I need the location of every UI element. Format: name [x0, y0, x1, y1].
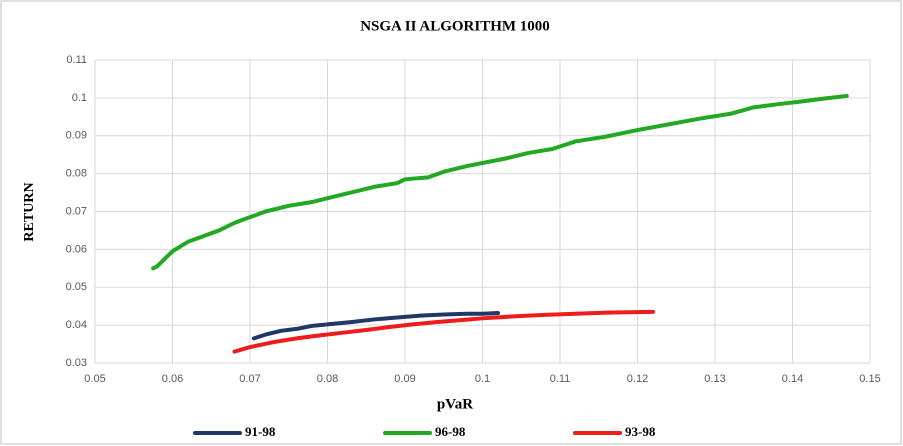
- x-tick-label: 0.12: [627, 373, 648, 385]
- y-tick-label: 0.08: [66, 168, 87, 180]
- legend-label: 93-98: [625, 424, 656, 439]
- series-line: [151, 93, 849, 271]
- y-tick-label: 0.06: [66, 243, 87, 255]
- legend-label: 96-98: [435, 424, 466, 439]
- x-axis-label: pVaR: [437, 396, 473, 412]
- y-tick-label: 0.07: [66, 205, 87, 217]
- series-line: [232, 309, 655, 354]
- y-tick-label: 0.04: [66, 319, 87, 331]
- y-tick-label: 0.1: [72, 92, 87, 104]
- series-line: [251, 311, 500, 341]
- x-tick-label: 0.08: [317, 373, 338, 385]
- y-tick-label: 0.09: [66, 130, 87, 142]
- y-axis-label: RETURN: [22, 182, 37, 241]
- x-tick-label: 0.07: [239, 373, 260, 385]
- x-tick-label: 0.11: [550, 373, 571, 385]
- x-tick-label: 0.1: [475, 373, 490, 385]
- x-tick-label: 0.13: [704, 373, 725, 385]
- chart-title: NSGA II ALGORITHM 1000: [360, 18, 550, 34]
- y-tick-label: 0.05: [66, 281, 87, 293]
- y-tick-label: 0.11: [66, 54, 87, 66]
- x-tick-label: 0.09: [394, 373, 415, 385]
- x-tick-label: 0.15: [859, 373, 880, 385]
- x-tick-label: 0.05: [84, 373, 105, 385]
- x-tick-label: 0.06: [162, 373, 183, 385]
- x-tick-label: 0.14: [782, 373, 803, 385]
- y-tick-label: 0.03: [66, 357, 87, 369]
- legend-label: 91-98: [245, 424, 276, 439]
